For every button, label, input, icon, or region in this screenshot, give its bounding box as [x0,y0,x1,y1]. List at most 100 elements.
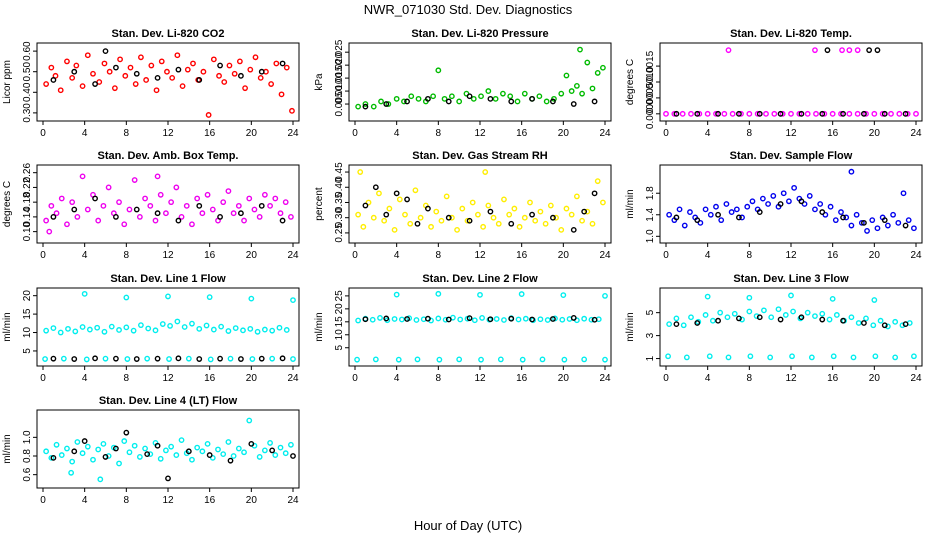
data-point-all [69,458,76,465]
data-point-all [497,356,504,363]
data-point-all [490,214,497,221]
data-point-hourly [404,196,410,203]
data-point-all [407,220,414,227]
data-point-all [663,110,669,117]
y-tick-label: 0.50 [22,62,33,82]
x-tick-label: 16 [204,495,216,506]
data-point-all [249,356,256,362]
data-point-all [204,440,211,447]
x-tick-label: 0 [40,373,46,384]
data-point-all [850,354,857,361]
data-point-hourly [508,220,515,227]
data-point-hourly [487,95,494,102]
data-point-all [145,325,152,332]
x-tick-label: 0 [352,250,358,261]
data-point-hourly [736,315,742,322]
plot-frame [36,42,300,122]
panel-9: Stan. Dev. Line 3 Flow 0 4 8 12 16 20 24 1 3 5 ml/m… [625,273,923,384]
data-point-all [46,228,53,235]
data-point-all [95,217,102,224]
x-axis-label: Hour of Day (UTC) [414,518,522,533]
x-tick-label: 16 [516,250,528,261]
data-point-all [713,110,719,117]
data-point-all [433,208,440,215]
data-point-hourly [279,60,286,67]
data-point-all [775,306,782,313]
x-tick-label: 16 [204,250,216,261]
x-tick-label: 16 [204,373,216,384]
data-point-hourly [819,316,826,323]
data-point-hourly [902,222,909,229]
data-point-hourly [71,448,78,455]
data-point-all [378,98,384,105]
x-tick-label: 8 [747,250,753,261]
data-point-all [584,208,591,215]
data-point-all [204,191,211,198]
data-point-all [241,217,247,224]
data-point-hourly [238,356,244,362]
data-point-all [282,450,289,457]
data-point-all [679,110,686,117]
data-point-all [786,198,792,205]
data-point-all [184,66,191,73]
data-point-all [846,110,853,117]
data-point-all [666,321,673,328]
data-point-all [676,206,683,213]
data-point-all [547,202,554,209]
data-point-all [246,195,253,202]
data-point-all [838,209,844,215]
data-point-all [687,209,693,215]
data-point-all [218,323,225,330]
data-point-all [872,353,879,360]
data-point-hourly [144,451,151,458]
x-tick-label: 16 [204,128,216,139]
x-tick-label: 20 [558,250,570,261]
panel-10: Stan. Dev. Line 4 (LT) Flow 0 4 8 12 16 20 24 0.… [2,395,300,506]
data-point-hourly [715,211,721,218]
data-point-hourly [736,214,742,221]
data-point-hourly [279,355,286,362]
data-point-all [559,316,566,323]
data-point-all [478,93,484,100]
data-point-hourly [92,195,98,202]
x-tick-label: 20 [246,128,258,139]
data-point-all [189,221,195,228]
data-point-hourly [258,202,265,209]
data-point-all [724,314,731,321]
data-point-hourly [777,316,784,323]
data-point-hourly [487,316,494,323]
x-tick-label: 20 [246,250,258,261]
data-point-all [225,328,232,334]
y-tick-label: 0.6 [22,467,33,481]
data-point-all [839,47,845,54]
data-point-hourly [591,316,598,323]
data-point-hourly [570,315,577,321]
data-point-hourly [133,70,140,77]
y-tick-label: 0.30 [334,208,345,228]
data-point-all [183,202,190,209]
data-point-all [123,294,130,301]
data-point-hourly [902,110,909,117]
data-point-all [116,199,122,206]
data-point-all [168,199,175,206]
data-point-all [456,98,463,105]
data-point-hourly [445,214,452,221]
data-point-all [702,206,709,213]
data-point-all [753,313,760,319]
data-point-all [267,202,273,209]
data-point-all [79,83,86,90]
data-point-hourly [102,454,109,460]
y-tick-label: 1 [645,355,656,361]
data-point-all [90,70,96,77]
data-point-all [521,90,528,97]
data-point-hourly [50,77,57,83]
data-point-all [257,74,264,81]
data-point-hourly [570,226,577,233]
data-point-all [892,318,899,325]
data-point-all [779,110,786,117]
data-point-hourly [866,47,873,54]
data-point-all [731,310,738,317]
data-point-all [138,322,144,329]
data-point-all [391,226,398,233]
